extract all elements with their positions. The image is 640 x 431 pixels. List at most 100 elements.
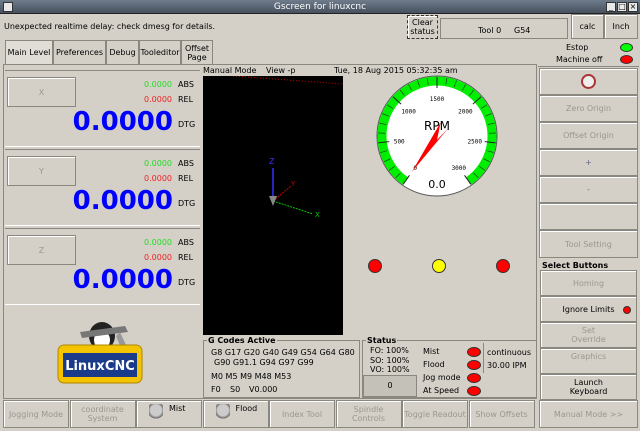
minimize-button[interactable]: _ — [606, 2, 616, 12]
velocity-value: V0.000 — [249, 385, 278, 394]
zero-origin-button[interactable]: Zero Origin — [539, 95, 638, 122]
close-button[interactable]: × — [628, 2, 638, 12]
status-readout: 0 — [363, 375, 417, 397]
bottom-button-label: Toggle Readout — [404, 409, 466, 419]
dtg-value: 0.0000 — [72, 107, 173, 137]
bottom-button-1[interactable]: coordinate System — [69, 400, 136, 428]
estop-label: Estop — [566, 43, 589, 52]
gcodes-line1: G8 G17 G20 G40 G49 G54 G64 G80 — [211, 348, 355, 357]
gauge-tick — [379, 122, 387, 125]
homing-button[interactable]: Homing — [540, 270, 637, 296]
machine-indicator[interactable] — [620, 55, 633, 64]
gauge-tick — [386, 104, 394, 109]
y-axis-label: Y — [290, 180, 296, 188]
tab-offset-page[interactable]: Offset Page — [181, 40, 213, 64]
mode-label: Manual Mode — [203, 66, 257, 75]
rel-label: REL — [178, 174, 194, 183]
maximize-button[interactable]: □ — [617, 2, 627, 12]
window-menu-icon[interactable] — [3, 2, 13, 12]
indicator-label: At Speed — [423, 386, 460, 395]
dtg-label: DTG — [178, 278, 196, 287]
feed-override: FO: 100% — [370, 346, 409, 355]
gauge-tick — [426, 77, 429, 85]
title-bar: Gscreen for linuxcnc — [0, 0, 640, 14]
machine-label: Machine off — [556, 55, 603, 64]
abs-value: 0.0000 — [144, 159, 172, 168]
bottom-button-4[interactable]: Index Tool — [269, 400, 335, 428]
gauge-tick — [473, 172, 479, 179]
bottom-button-label: Jogging Mode — [8, 409, 64, 419]
bottom-button-0[interactable]: Jogging Mode — [3, 400, 69, 428]
bottom-button-7[interactable]: Show Offsets — [468, 400, 535, 428]
tab-main-level[interactable]: Main Level — [5, 40, 53, 64]
z-axis-label: Z — [269, 157, 275, 166]
graphics-button[interactable]: Graphics — [540, 348, 637, 374]
tab-preferences[interactable]: Preferences — [53, 40, 106, 64]
window-title: Gscreen for linuxcnc — [273, 2, 367, 12]
coord-system: G54 — [514, 26, 531, 35]
blank-button[interactable] — [539, 203, 638, 230]
gauge-tick — [484, 141, 496, 144]
bottom-button-label: Mist — [169, 404, 186, 413]
bottom-button-6[interactable]: Toggle Readout — [402, 400, 468, 428]
ignore-limits-label: Ignore Limits — [562, 304, 615, 314]
bottom-button-label: Spindle Controls — [351, 405, 386, 423]
gauge-value: 0.0 — [428, 178, 446, 191]
gauge-tick — [445, 77, 448, 85]
tab-debug[interactable]: Debug — [106, 40, 139, 64]
gauge-tick-label: 2000 — [458, 109, 473, 116]
indicator-led — [467, 347, 481, 357]
bottom-button-label: Index Tool — [281, 409, 323, 419]
axis-0-button[interactable]: X — [7, 77, 76, 107]
gauge-label: RPM — [424, 119, 450, 133]
view-label: View -p — [266, 66, 296, 75]
gauge-tick — [408, 84, 413, 91]
indicator-label: Jog mode — [423, 373, 461, 382]
bottom-button-3[interactable]: Flood — [202, 400, 269, 428]
gcodes-title: G Codes Active — [207, 336, 277, 345]
dro-y: Y 0.0000 ABS 0.0000 REL 0.0000 DTG — [5, 149, 200, 226]
gauge-tick — [480, 104, 488, 109]
abs-label: ABS — [178, 80, 194, 89]
tab-tooleditor[interactable]: Tooleditor — [139, 40, 181, 64]
calc-button[interactable]: calc — [571, 14, 604, 39]
spindle-button[interactable] — [539, 68, 638, 95]
gauge-tick — [392, 96, 402, 105]
launch-keyboard-button[interactable]: Launch Keyboard — [540, 374, 637, 400]
set-override-button[interactable]: Set Override — [540, 322, 637, 348]
manual-mode-button[interactable]: Manual Mode >> — [539, 400, 638, 428]
indicator-light-1 — [432, 259, 446, 273]
tool-number: Tool 0 — [478, 26, 502, 35]
abs-label: ABS — [178, 159, 194, 168]
gauge-tick-label: 1000 — [401, 109, 416, 116]
axis-1-button[interactable]: Y — [7, 156, 76, 186]
plus-button[interactable]: + — [539, 149, 638, 176]
clock-icon — [581, 74, 596, 89]
gauge-tick — [479, 166, 486, 171]
gauge-tick-label: 500 — [394, 138, 405, 145]
indicator-label: Flood — [423, 360, 445, 369]
offset-origin-button[interactable]: Offset Origin — [539, 122, 638, 149]
gauge-tick — [382, 113, 390, 117]
gauge-tick-label: 1500 — [430, 96, 445, 103]
toolpath-preview[interactable]: Z X Y — [203, 75, 344, 335]
clear-status-button[interactable]: Clear status — [407, 15, 438, 39]
gauge-tick — [380, 150, 388, 153]
gauge-tick — [395, 172, 401, 179]
ignore-limits-indicator — [623, 306, 631, 314]
ignore-limits-button[interactable]: Ignore Limits — [540, 296, 637, 322]
abs-value: 0.0000 — [144, 238, 172, 247]
rel-value: 0.0000 — [144, 174, 172, 183]
units-button[interactable]: Inch — [604, 14, 638, 39]
axis-2-button[interactable]: Z — [7, 235, 76, 265]
bottom-button-2[interactable]: Mist — [136, 400, 202, 428]
velocity-override: VO: 100% — [370, 365, 410, 374]
bottom-button-5[interactable]: Spindle Controls — [335, 400, 402, 428]
gauge-tick — [402, 175, 410, 185]
bottom-button-label: Flood — [235, 404, 258, 413]
tool-setting-button[interactable]: Tool Setting — [539, 230, 638, 258]
minus-button[interactable]: - — [539, 176, 638, 203]
coolant-icon — [215, 404, 230, 422]
linuxcnc-logo: LinuxCNC — [50, 318, 150, 386]
estop-indicator[interactable] — [620, 43, 633, 52]
